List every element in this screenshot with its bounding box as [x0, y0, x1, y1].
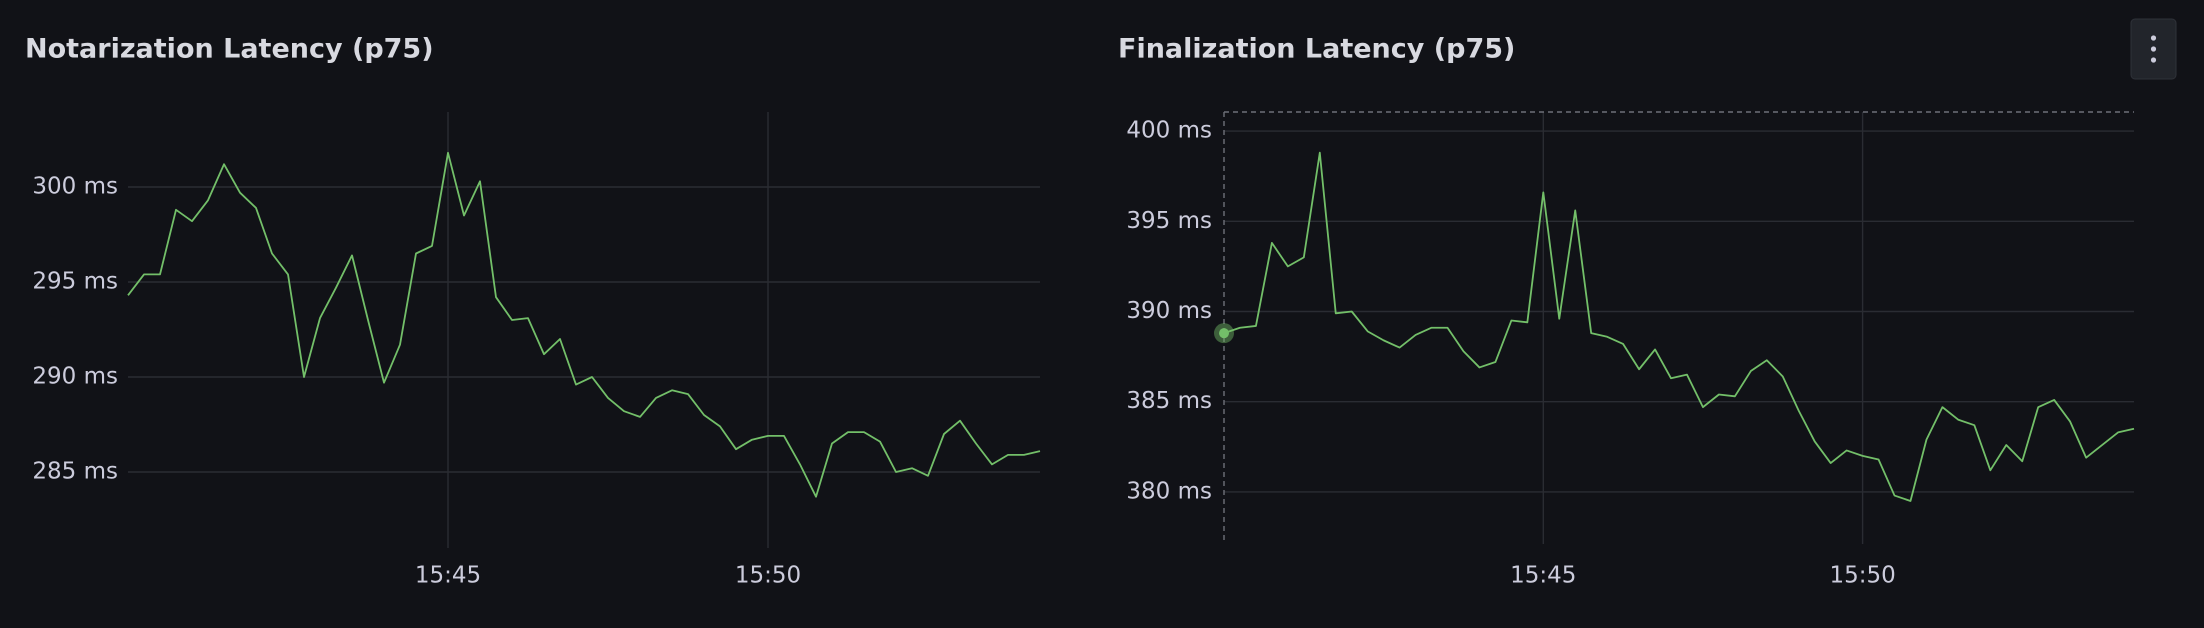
x-tick-label: 15:50 [735, 563, 801, 589]
y-tick-label: 400 ms [1126, 118, 1212, 144]
menu-dot [2150, 46, 2157, 52]
y-tick-label: 300 ms [32, 174, 118, 200]
y-tick-label: 390 ms [1126, 298, 1212, 324]
x-tick-label: 15:45 [1510, 563, 1576, 589]
y-tick-label: 395 ms [1126, 208, 1212, 234]
menu-dot [2150, 57, 2157, 63]
panel-title: Notarization Latency (p75) [25, 34, 434, 65]
hover-point [1219, 328, 1229, 339]
y-tick-label: 385 ms [1126, 388, 1212, 414]
y-tick-label: 290 ms [32, 364, 118, 390]
menu-dot [2150, 35, 2157, 41]
panel-menu-button[interactable] [2130, 18, 2177, 80]
x-tick-label: 15:45 [415, 563, 481, 589]
y-tick-label: 380 ms [1126, 478, 1212, 504]
panel-title: Finalization Latency (p75) [1118, 34, 1515, 65]
series-line [1223, 151, 2135, 502]
y-tick-label: 285 ms [32, 459, 118, 485]
y-tick-label: 295 ms [32, 269, 118, 295]
series-line [127, 151, 1041, 498]
x-tick-label: 15:50 [1829, 563, 1895, 589]
